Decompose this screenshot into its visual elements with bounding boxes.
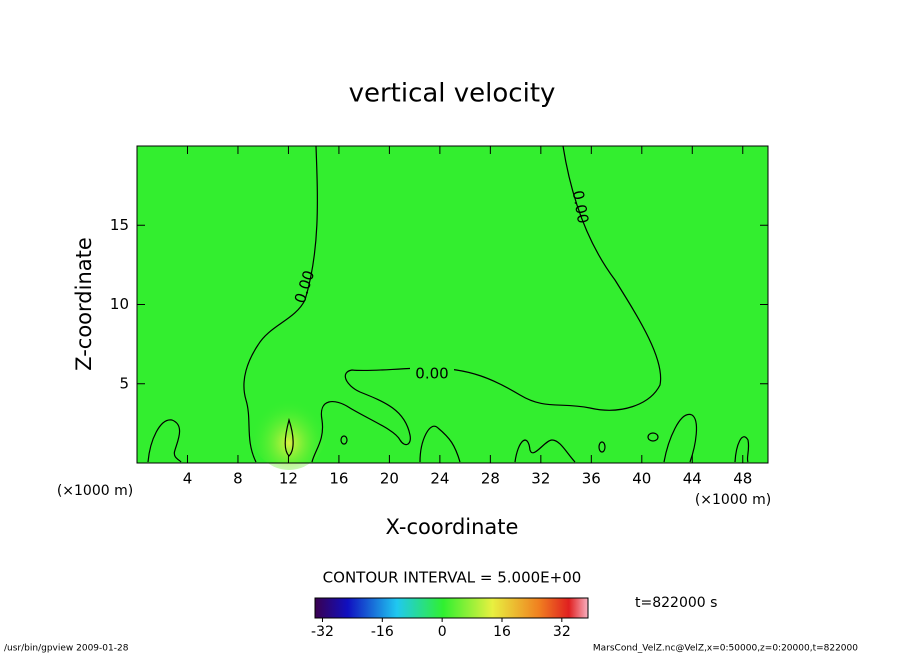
colorbar-tick-label: 16	[493, 624, 511, 640]
label-bg	[410, 364, 454, 382]
x-unit-label: (×1000 m)	[57, 483, 133, 499]
x-tick-label: 48	[733, 470, 752, 488]
contour-line	[598, 441, 606, 453]
contour-label: 0.00	[415, 365, 448, 383]
x-tick-label: 36	[582, 470, 601, 488]
colorbar-tick-label: 0	[438, 624, 447, 640]
contour-interval: CONTOUR INTERVAL = 5.000E+00	[323, 569, 582, 587]
time-label: t=822000 s	[635, 595, 717, 611]
chart-title: vertical velocity	[349, 79, 556, 109]
colorbar	[314, 597, 589, 619]
x-tick-label: 24	[430, 470, 449, 488]
contour-label: 0.00	[569, 189, 593, 225]
contour-line	[734, 436, 750, 463]
colorbar-tick-label: -16	[371, 624, 394, 640]
contour-line	[284, 417, 294, 457]
contour-line	[243, 145, 318, 463]
x-tick-label: 40	[632, 470, 651, 488]
y-tick-label: 5	[119, 374, 129, 392]
contours	[147, 145, 750, 463]
contour-line	[647, 432, 659, 442]
contour-line	[311, 145, 662, 463]
plot-area	[137, 146, 768, 463]
x-tick-label: 20	[380, 470, 399, 488]
footer-left: /usr/bin/gpview 2009-01-28	[4, 644, 129, 654]
contour-line	[419, 425, 461, 463]
x-tick-label: 44	[683, 470, 702, 488]
contour-line	[663, 413, 698, 463]
footer-right: MarsCond_VelZ.nc@VelZ,x=0:50000,z=0:2000…	[593, 644, 858, 654]
field-shading	[249, 380, 329, 470]
y-axis-label: Z-coordinate	[72, 237, 96, 371]
x-tick-label: 16	[329, 470, 348, 488]
x-tick-label: 12	[279, 470, 298, 488]
x-tick-label: 32	[531, 470, 550, 488]
colorbar-tick-label: -32	[311, 624, 334, 640]
colorbar-tick-label: 32	[553, 624, 571, 640]
x-unit-label: (×1000 m)	[695, 492, 771, 508]
x-tick-label: 4	[183, 470, 193, 488]
contour-line	[340, 435, 348, 445]
contour-line	[147, 419, 182, 463]
x-axis-label: X-coordinate	[386, 515, 519, 539]
x-tick-label: 28	[481, 470, 500, 488]
contour-line	[514, 439, 576, 463]
y-tick-label: 10	[110, 295, 129, 313]
x-tick-label: 8	[233, 470, 243, 488]
y-tick-label: 15	[110, 216, 129, 234]
